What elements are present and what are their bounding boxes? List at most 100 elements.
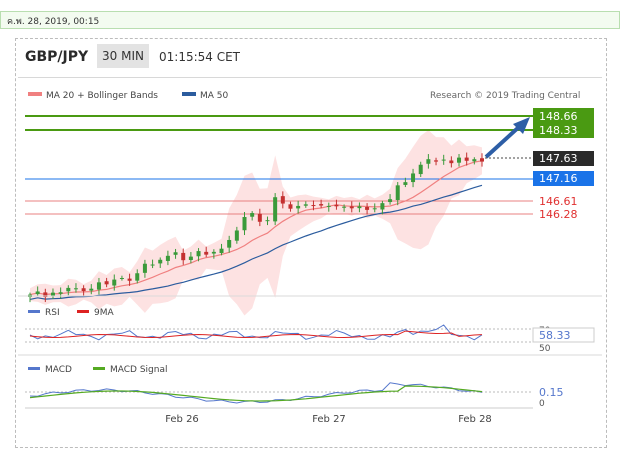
- rsi-axis-50: 50: [539, 344, 551, 354]
- pair-title: GBP/JPY: [25, 49, 89, 65]
- candle-body: [43, 292, 48, 298]
- candle-body: [181, 252, 186, 261]
- ma50-line: [29, 184, 483, 300]
- candle-body: [441, 159, 446, 161]
- last-price-label: 147.63: [539, 152, 578, 165]
- x-tick-label: Feb 28: [458, 414, 492, 425]
- candle-body: [158, 259, 163, 264]
- pivot-tag: [533, 171, 594, 186]
- candle-body: [265, 220, 270, 222]
- rsi-ma-legend-label: 9MA: [94, 308, 114, 318]
- rsi-value: 58.33: [539, 329, 571, 342]
- candle-body: [142, 263, 147, 273]
- rsi-ma-line: [29, 330, 483, 339]
- macd-legend-label: MACD: [45, 365, 72, 375]
- macd-signal-line: [29, 385, 483, 402]
- last-price-tag: [533, 151, 594, 166]
- candle-body: [303, 204, 308, 206]
- candle-body: [35, 291, 40, 295]
- candle-body: [173, 252, 178, 255]
- candle-body: [480, 158, 484, 162]
- resistance-label-1: 148.66: [539, 110, 578, 123]
- macd-legend-swatch: [28, 367, 40, 370]
- candle-body: [357, 206, 362, 209]
- candle-body: [234, 230, 239, 241]
- candle-body: [311, 205, 316, 207]
- resistance-tag: [533, 108, 594, 138]
- candle-body: [242, 217, 247, 231]
- timeframe-button[interactable]: 30 MIN: [97, 44, 149, 68]
- candle-body: [165, 255, 170, 261]
- macd-value: 0.15: [539, 386, 564, 399]
- candle-body: [73, 288, 78, 290]
- ma20-legend-swatch: [28, 92, 42, 96]
- x-ticks: Feb 26 Feb 27 Feb 28: [165, 414, 492, 425]
- candle-body: [418, 164, 423, 175]
- x-tick-label: Feb 26: [165, 414, 199, 425]
- ma20-line: [29, 160, 483, 296]
- candle-body: [66, 287, 71, 292]
- rsi-legend-label: RSI: [45, 308, 60, 318]
- candle-body: [127, 278, 132, 281]
- ma50-legend-swatch: [182, 92, 196, 96]
- candle-body: [81, 288, 86, 292]
- pivot-label: 147.16: [539, 172, 578, 185]
- candle-body: [395, 185, 400, 201]
- candle-body: [211, 251, 216, 254]
- candle-body: [472, 159, 477, 162]
- support-label-2: 146.28: [539, 208, 578, 221]
- candle-body: [449, 160, 454, 164]
- candle-body: [349, 206, 354, 209]
- candle-body: [58, 292, 63, 294]
- candle-body: [411, 173, 416, 183]
- candles: [28, 152, 484, 303]
- rsi-ma-legend-swatch: [77, 310, 89, 313]
- candle-body: [426, 159, 431, 164]
- candle-body: [319, 204, 324, 206]
- target-arrow-shaft: [484, 124, 522, 159]
- candle-body: [89, 288, 94, 291]
- ma50-legend-label: MA 50: [200, 91, 229, 101]
- ma20-legend-label: MA 20 + Bollinger Bands: [46, 91, 158, 101]
- macd-axis-zero: 0: [539, 399, 545, 409]
- candle-body: [334, 204, 339, 207]
- chart-panel: [15, 38, 607, 448]
- candle-body: [296, 205, 301, 209]
- candle-body: [273, 197, 278, 222]
- candle-body: [372, 208, 377, 210]
- rsi-legend-swatch: [28, 310, 40, 313]
- time-label: 01:15:54 CET: [159, 50, 240, 64]
- candle-body: [104, 281, 109, 285]
- candle-body: [96, 282, 101, 290]
- candle-body: [219, 248, 224, 254]
- candle-body: [135, 273, 140, 281]
- candle-body: [457, 157, 462, 163]
- candle-body: [112, 279, 117, 286]
- macd-signal-legend-label: MACD Signal: [110, 365, 168, 375]
- credit-text: Research © 2019 Trading Central: [430, 91, 580, 101]
- candle-body: [119, 278, 124, 279]
- header-divider: [18, 77, 602, 78]
- candle-body: [464, 157, 469, 161]
- target-arrow-head: [513, 117, 530, 134]
- candle-body: [150, 264, 155, 266]
- candle-body: [188, 256, 193, 261]
- candle-body: [434, 160, 439, 162]
- candle-body: [326, 205, 331, 207]
- candle-body: [50, 292, 55, 296]
- candle-body: [280, 196, 285, 204]
- x-tick-label: Feb 27: [312, 414, 346, 425]
- candle-body: [403, 182, 408, 185]
- candle-body: [365, 206, 370, 210]
- date-bar: ค.พ. 28, 2019, 00:15: [0, 11, 620, 29]
- candle-body: [204, 251, 209, 255]
- date-text: ค.พ. 28, 2019, 00:15: [7, 17, 100, 27]
- candle-body: [342, 206, 347, 208]
- support-label-1: 146.61: [539, 195, 578, 208]
- candle-body: [250, 213, 255, 217]
- macd-signal-legend-swatch: [93, 367, 105, 370]
- candle-body: [380, 203, 385, 210]
- candle-body: [388, 199, 393, 203]
- candle-body: [196, 251, 201, 257]
